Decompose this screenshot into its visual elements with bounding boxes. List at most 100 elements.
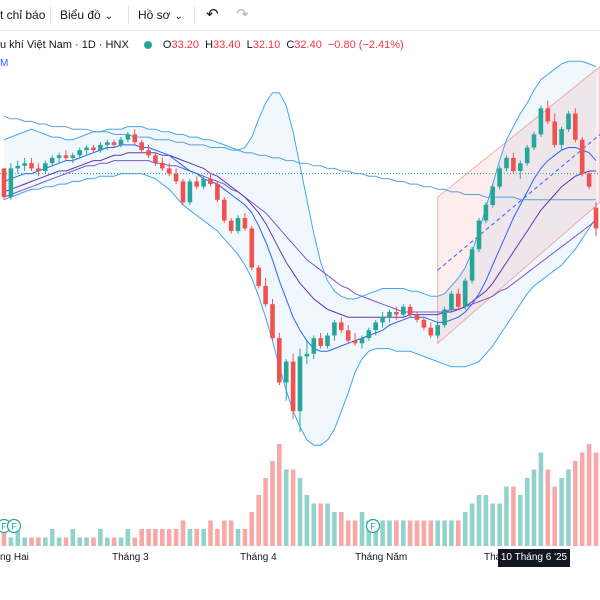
candle-body bbox=[373, 322, 378, 331]
candle-body bbox=[311, 338, 317, 354]
volume-bar bbox=[56, 537, 62, 546]
candle-body bbox=[359, 338, 365, 344]
candle-body bbox=[166, 168, 172, 174]
candle-body bbox=[277, 338, 282, 383]
market-status-icon bbox=[143, 41, 152, 50]
candle-body bbox=[559, 129, 564, 145]
volume-bar bbox=[352, 520, 358, 546]
candle-body bbox=[111, 142, 117, 145]
event-marker-icon bbox=[365, 518, 381, 534]
candle-body bbox=[497, 168, 502, 187]
candle-body bbox=[228, 220, 234, 231]
candle-body bbox=[449, 293, 454, 310]
volume-bar bbox=[297, 478, 303, 546]
candle-body bbox=[428, 327, 434, 336]
candle-body bbox=[36, 168, 41, 171]
volume-bar bbox=[111, 537, 117, 546]
candle-body bbox=[442, 309, 447, 326]
volume-bar bbox=[235, 529, 241, 546]
candle-body bbox=[160, 163, 165, 169]
volume-bar bbox=[490, 503, 495, 546]
volume-bar bbox=[263, 478, 268, 546]
volume-bar bbox=[15, 529, 21, 546]
candle-body bbox=[476, 220, 482, 250]
chart-type-button[interactable]: Biểu đồ ⌄ bbox=[60, 0, 113, 30]
indicators-button[interactable]: t chỉ báo bbox=[0, 8, 46, 22]
event-marker-label: F bbox=[370, 522, 376, 532]
candle-body bbox=[249, 228, 255, 268]
volume-bar bbox=[380, 520, 385, 546]
symbol-title[interactable]: u khí Việt Nam · 1D · HNX bbox=[0, 39, 129, 51]
candle-body bbox=[435, 325, 440, 336]
volume-bar bbox=[401, 520, 406, 546]
candle-body bbox=[586, 173, 592, 187]
candle-body bbox=[325, 335, 330, 346]
candle-body bbox=[531, 134, 537, 148]
volume-bar bbox=[166, 529, 172, 546]
candle-body bbox=[56, 155, 62, 158]
volume-bar bbox=[70, 529, 76, 546]
x-axis-label: Tháng Năm bbox=[355, 552, 408, 563]
volume-bar bbox=[476, 495, 482, 546]
volume-bar bbox=[228, 520, 234, 546]
candle-body bbox=[524, 147, 530, 164]
candle-body bbox=[15, 165, 21, 169]
volume-bar bbox=[22, 537, 27, 546]
candle-body bbox=[387, 312, 392, 318]
symbol-legend: u khí Việt Nam · 1D · HNX O33.20 H33.40 … bbox=[0, 36, 404, 54]
volume-bar bbox=[215, 529, 220, 546]
candle-body bbox=[49, 157, 55, 164]
volume-bar bbox=[504, 486, 509, 546]
volume-bar bbox=[249, 512, 255, 546]
candle-body bbox=[256, 267, 261, 286]
redo-icon[interactable]: ↷ bbox=[236, 6, 249, 23]
candle-body bbox=[63, 155, 69, 158]
candle-body bbox=[456, 293, 461, 307]
toolbar-divider bbox=[194, 6, 195, 24]
volume-bar bbox=[373, 520, 378, 546]
event-marker-label: F bbox=[11, 522, 17, 532]
volume-bar bbox=[256, 495, 261, 546]
volume-bar bbox=[153, 529, 158, 546]
candle-body bbox=[545, 108, 551, 122]
toolbar-divider bbox=[128, 6, 129, 24]
volume-bar bbox=[290, 469, 296, 546]
profile-button[interactable]: Hồ sơ ⌄ bbox=[138, 0, 183, 30]
volume-bar bbox=[139, 529, 144, 546]
candle-body bbox=[290, 361, 296, 412]
candle-body bbox=[518, 163, 523, 171]
volume-bar bbox=[545, 469, 551, 546]
indicator-tag[interactable]: M bbox=[0, 58, 9, 69]
candle-body bbox=[304, 353, 310, 357]
candle-body bbox=[414, 314, 420, 320]
candle-body bbox=[469, 249, 475, 281]
volume-bar bbox=[311, 503, 317, 546]
candle-body bbox=[380, 317, 385, 323]
volume-bar bbox=[173, 529, 179, 546]
volume-bar bbox=[242, 529, 248, 546]
candle-body bbox=[504, 157, 509, 169]
undo-icon[interactable]: ↶ bbox=[206, 6, 219, 23]
candle-body bbox=[105, 142, 110, 145]
candle-body bbox=[407, 306, 413, 315]
volume-bar bbox=[414, 520, 420, 546]
volume-bar bbox=[63, 537, 69, 546]
volume-bar bbox=[277, 444, 282, 546]
candle-body bbox=[339, 322, 344, 331]
volume-bar bbox=[77, 537, 82, 546]
open-label: O bbox=[162, 39, 172, 51]
volume-bar bbox=[283, 469, 289, 546]
candle-body bbox=[352, 340, 358, 344]
mid-moving-average-line bbox=[3, 152, 596, 318]
volume-bar bbox=[387, 520, 392, 546]
volume-bar bbox=[318, 503, 323, 546]
purple-moving-average-line bbox=[3, 160, 597, 313]
volume-bar bbox=[511, 486, 516, 546]
candle-body bbox=[139, 142, 144, 151]
volume-bar bbox=[208, 520, 213, 546]
candle-body bbox=[566, 113, 571, 130]
candle-body bbox=[194, 181, 199, 187]
toolbar-divider bbox=[50, 6, 51, 24]
channel-midline bbox=[437, 134, 600, 271]
